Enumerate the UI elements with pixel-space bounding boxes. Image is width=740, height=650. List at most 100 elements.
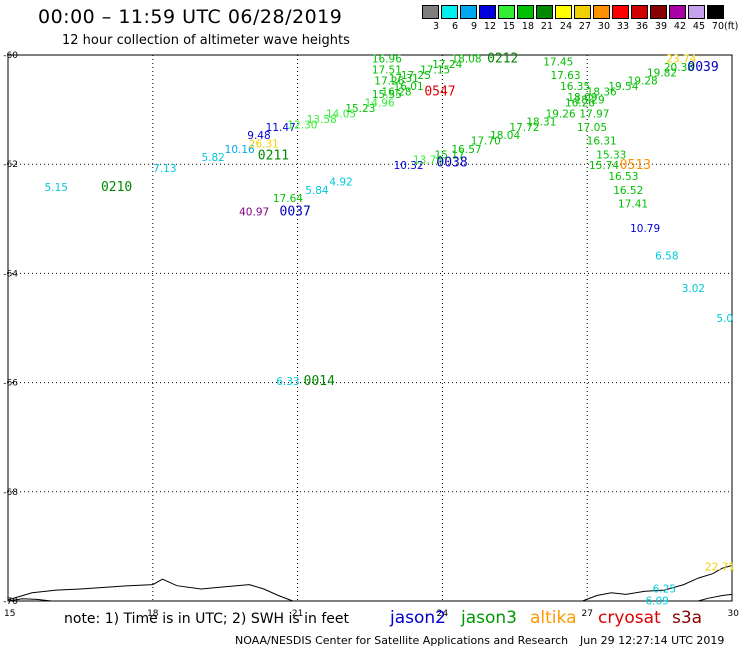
color-swatch-24 — [555, 5, 572, 19]
wave-height-label: 6.58 — [655, 250, 678, 262]
wave-height-label: 16.53 — [608, 171, 638, 183]
color-swatch-18 — [517, 5, 534, 19]
wave-height-label: 17.31 — [389, 73, 419, 85]
pass-time-label: 0513 — [620, 158, 651, 173]
wave-height-label: 10.16 — [225, 144, 255, 156]
wave-height-label: 40.97 — [239, 207, 269, 219]
units-note: note: 1) Time is in UTC; 2) SWH is in fe… — [64, 611, 350, 627]
antarctic-coastline — [7, 578, 293, 602]
wave-height-label: 17.25 — [401, 70, 431, 82]
color-scale-unit: (ft) — [724, 21, 739, 32]
wave-height-label: 13.73 — [413, 155, 443, 167]
lon-tick-label: 27 — [581, 609, 592, 619]
antarctic-coastline — [698, 593, 733, 602]
color-swatch-36 — [631, 5, 648, 19]
wave-height-label: 16.52 — [613, 185, 643, 197]
map-frame — [7, 54, 733, 602]
wave-height-label: 5.15 — [45, 182, 68, 194]
wave-height-label: 26.31 — [249, 138, 279, 150]
pass-time-label: 0037 — [280, 205, 311, 220]
wave-height-label: 17.05 — [577, 122, 607, 134]
wave-height-label: 17.70 — [471, 136, 501, 148]
lat-tick-label: -70 — [3, 597, 18, 607]
wave-height-label: 19.28 — [628, 76, 658, 88]
lon-tick-label: 18 — [147, 609, 159, 619]
wave-height-label: 6.09 — [645, 595, 668, 607]
lat-tick-label: -64 — [3, 269, 18, 279]
antarctic-coastline — [582, 565, 733, 602]
satellite-cryosat: cryosat — [598, 608, 661, 628]
pass-time-label: 0547 — [424, 84, 455, 99]
wave-height-label: 7.13 — [153, 163, 176, 175]
lon-tick-label: 30 — [728, 609, 740, 619]
wave-height-label: 15.33 — [596, 149, 626, 161]
color-swatch-9 — [460, 5, 477, 19]
wave-height-label: 17.45 — [543, 56, 573, 68]
wave-height-label: 19.54 — [608, 81, 638, 93]
color-scale-label: 12 — [483, 21, 496, 32]
pass-time-label: 0212 — [487, 52, 518, 67]
generation-timestamp: Jun 29 12:27:14 UTC 2019 — [580, 634, 725, 647]
color-swatch-12 — [479, 5, 496, 19]
lat-tick-label: -62 — [3, 160, 18, 170]
color-scale-label: 27 — [578, 21, 591, 32]
color-scale-label: 21 — [540, 21, 553, 32]
color-swatch-15 — [498, 5, 515, 19]
color-swatch-70 — [707, 5, 724, 19]
color-swatch-6 — [441, 5, 458, 19]
lon-tick-label: 21 — [292, 609, 303, 619]
lat-tick-label: -66 — [3, 379, 18, 389]
color-scale-label: 15 — [502, 21, 515, 32]
wave-height-label: 15.74 — [589, 160, 619, 172]
satellite-altika: altika — [530, 608, 577, 628]
color-scale-label: 42 — [673, 21, 686, 32]
color-swatch-30 — [593, 5, 610, 19]
wave-height-label: 23.74 — [666, 54, 696, 66]
color-swatch-39 — [650, 5, 667, 19]
map-subtitle: 12 hour collection of altimeter wave hei… — [62, 33, 350, 48]
wave-height-label: 15.23 — [345, 103, 375, 115]
wave-height-label: 17.64 — [273, 193, 303, 205]
satellite-jason2: jason2 — [390, 608, 446, 628]
wave-height-label: 6.33 — [276, 376, 299, 388]
wave-height-label: 6.25 — [653, 583, 676, 595]
color-swatch-33 — [612, 5, 629, 19]
wave-height-label: 5.0 — [716, 313, 733, 325]
satellite-jason3: jason3 — [461, 608, 517, 628]
pass-time-label: 0211 — [258, 148, 289, 163]
wave-height-label: 18.09 — [567, 92, 597, 104]
pass-time-label: 0039 — [687, 60, 718, 75]
wave-height-label: 14.96 — [365, 97, 395, 109]
color-swatch-21 — [536, 5, 553, 19]
color-swatch-45 — [688, 5, 705, 19]
color-scale-label: 6 — [451, 21, 458, 32]
wave-height-label: 19.26 — [546, 108, 576, 120]
wave-height-label: 13.58 — [307, 114, 337, 126]
wave-height-label: 9.48 — [247, 130, 270, 142]
lat-tick-label: -68 — [3, 488, 18, 498]
wave-height-label: 17.24 — [432, 59, 462, 71]
antarctic-coastline — [7, 598, 52, 602]
wave-height-label: 17.41 — [618, 198, 648, 210]
wave-height-label: 22.71 — [705, 562, 735, 574]
lon-tick-label: 15 — [4, 609, 15, 619]
wave-height-label: 17.26 — [374, 76, 404, 88]
wave-height-label: 10.79 — [630, 223, 660, 235]
wave-height-label: 12.30 — [287, 119, 317, 131]
wave-height-label: 17.72 — [509, 122, 539, 134]
wave-height-label: 14.05 — [326, 108, 356, 120]
wave-height-label: 4.92 — [329, 177, 352, 189]
wave-height-label: 17.63 — [550, 70, 580, 82]
color-scale-label: 30 — [597, 21, 610, 32]
color-scale-label: 45 — [692, 21, 705, 32]
pass-time-label: 0210 — [101, 180, 132, 195]
color-scale-label: 33 — [616, 21, 629, 32]
wave-height-label: 19.82 — [647, 67, 677, 79]
wave-height-label: 18.31 — [526, 117, 556, 129]
wave-height-label: 16.96 — [372, 54, 402, 66]
wave-height-label: 10.32 — [394, 160, 424, 172]
lat-tick-label: -60 — [3, 51, 18, 61]
satellite-s3a: s3a — [672, 608, 703, 628]
color-swatch-27 — [574, 5, 591, 19]
